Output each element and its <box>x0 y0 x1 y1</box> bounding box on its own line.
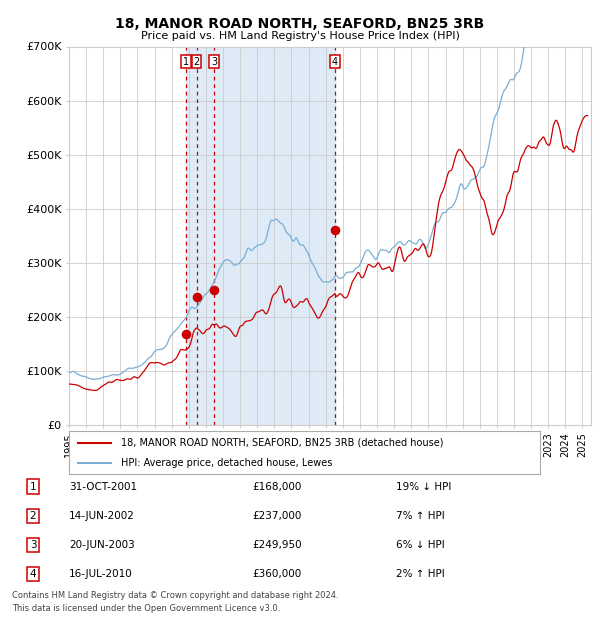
Text: HPI: Average price, detached house, Lewes: HPI: Average price, detached house, Lewe… <box>121 458 332 467</box>
Bar <box>186 46 335 425</box>
Text: 2: 2 <box>193 56 200 66</box>
Text: 2% ↑ HPI: 2% ↑ HPI <box>396 569 445 579</box>
Text: 18, MANOR ROAD NORTH, SEAFORD, BN25 3RB (detached house): 18, MANOR ROAD NORTH, SEAFORD, BN25 3RB … <box>121 438 443 448</box>
Point <box>181 329 191 339</box>
Text: £237,000: £237,000 <box>252 511 301 521</box>
Text: Contains HM Land Registry data © Crown copyright and database right 2024.: Contains HM Land Registry data © Crown c… <box>12 591 338 600</box>
Text: 4: 4 <box>29 569 37 579</box>
Text: £249,950: £249,950 <box>252 540 302 550</box>
Text: 2: 2 <box>29 511 37 521</box>
Text: Price paid vs. HM Land Registry's House Price Index (HPI): Price paid vs. HM Land Registry's House … <box>140 31 460 41</box>
Text: £360,000: £360,000 <box>252 569 301 579</box>
Text: This data is licensed under the Open Government Licence v3.0.: This data is licensed under the Open Gov… <box>12 603 280 613</box>
Text: 6% ↓ HPI: 6% ↓ HPI <box>396 540 445 550</box>
Text: 18, MANOR ROAD NORTH, SEAFORD, BN25 3RB: 18, MANOR ROAD NORTH, SEAFORD, BN25 3RB <box>115 17 485 32</box>
Text: 3: 3 <box>211 56 217 66</box>
Text: £168,000: £168,000 <box>252 482 301 492</box>
Point <box>330 225 340 235</box>
Text: 19% ↓ HPI: 19% ↓ HPI <box>396 482 451 492</box>
Text: 1: 1 <box>29 482 37 492</box>
Point <box>209 285 219 294</box>
Text: 16-JUL-2010: 16-JUL-2010 <box>69 569 133 579</box>
Point <box>192 291 202 301</box>
Text: 1: 1 <box>183 56 189 66</box>
Text: 7% ↑ HPI: 7% ↑ HPI <box>396 511 445 521</box>
Text: 14-JUN-2002: 14-JUN-2002 <box>69 511 135 521</box>
Text: 4: 4 <box>332 56 338 66</box>
Text: 3: 3 <box>29 540 37 550</box>
Text: 31-OCT-2001: 31-OCT-2001 <box>69 482 137 492</box>
Text: 20-JUN-2003: 20-JUN-2003 <box>69 540 135 550</box>
